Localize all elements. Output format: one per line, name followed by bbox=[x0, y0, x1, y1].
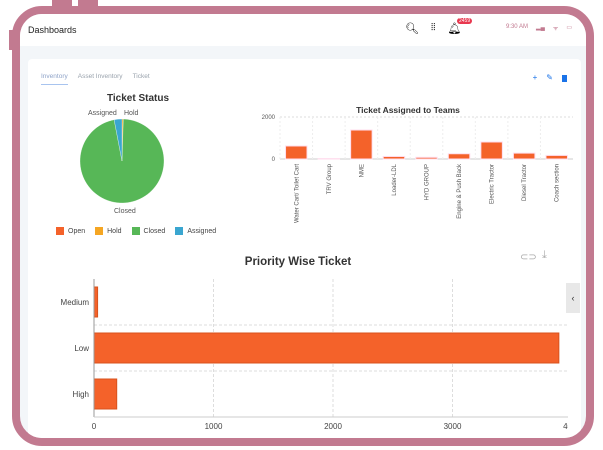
x-tick-label: 3000 bbox=[444, 422, 462, 431]
x-tick-label: 0 bbox=[92, 422, 97, 431]
device-frame: Dashboards 🔍︎ ⦙⦙ 🔔︎ 2459 9:30 AM ▂▄ ᯤ ▭ … bbox=[12, 6, 594, 446]
x-tick-label: Water Cart/ Toilet Cart bbox=[294, 164, 300, 223]
pie-label-hold: Hold bbox=[124, 110, 139, 117]
team-bar-chart: 0 2000 Water Cart/ Toilet Cart TRV Group NME… bbox=[262, 115, 573, 223]
legend-item-closed[interactable]: Closed bbox=[131, 227, 166, 235]
tab-asset-inventory[interactable]: Asset Inventory bbox=[77, 73, 123, 80]
x-tick-label: Engine & Push Back bbox=[457, 163, 463, 219]
wifi-icon: ᯤ bbox=[552, 26, 559, 32]
page-title: Dashboards bbox=[28, 25, 77, 35]
legend-item-open[interactable]: Open bbox=[56, 227, 85, 235]
pie-label-closed: Closed bbox=[114, 208, 136, 215]
add-icon[interactable]: + bbox=[532, 73, 538, 82]
x-tick-label: Diesel Tractor bbox=[522, 164, 528, 201]
delete-icon[interactable] bbox=[562, 75, 567, 82]
tab-inventory[interactable]: Inventory bbox=[41, 73, 68, 85]
bar-5 bbox=[447, 153, 471, 160]
bar-medium bbox=[93, 286, 99, 318]
signal-icon: ▂▄ bbox=[535, 25, 545, 31]
pie-title: Ticket Status bbox=[106, 93, 170, 104]
priority-chart-title: Priority Wise Ticket bbox=[244, 256, 352, 268]
legend-label: Open bbox=[68, 227, 86, 235]
legend-item-assigned[interactable]: Assigned bbox=[175, 227, 216, 235]
pie-label-assigned: Assigned bbox=[88, 110, 117, 117]
notification-badge: 2459 bbox=[457, 18, 473, 24]
team-chart-title: Ticket Assigned to Teams bbox=[356, 105, 460, 115]
x-tick-label: 2000 bbox=[324, 422, 342, 431]
x-tick-label: TRV Group bbox=[327, 163, 333, 194]
y-tick-label: High bbox=[73, 390, 89, 399]
x-tick-label: Coach section bbox=[555, 164, 561, 202]
legend-swatch bbox=[56, 227, 64, 235]
status-bar: 9:30 AM ▂▄ ᯤ ▭ bbox=[506, 24, 572, 32]
time: 9:30 AM bbox=[505, 24, 528, 30]
bar-low bbox=[93, 332, 560, 364]
x-tick-label: Electric Tractor bbox=[490, 164, 496, 204]
collapse-panel-button[interactable]: ‹ bbox=[566, 283, 580, 313]
dashboard-card: Inventory Asset Inventory Ticket + ✎ Tic… bbox=[28, 59, 581, 438]
bell-icon[interactable]: 🔔︎ bbox=[447, 23, 462, 35]
pie-slice-assigned bbox=[113, 118, 123, 162]
bar-6 bbox=[480, 141, 503, 160]
priority-bar-chart: 0 1000 2000 3000 4000 Medium Low High bbox=[61, 279, 568, 431]
pie-chart: Hold Assigned Closed bbox=[79, 110, 165, 215]
x-tick-label: Loader-LDL bbox=[392, 163, 398, 195]
bar-4 bbox=[415, 156, 438, 160]
bar-high bbox=[93, 378, 118, 410]
legend-swatch bbox=[131, 227, 140, 235]
download-icon[interactable]: ⤓ bbox=[542, 249, 547, 261]
app-header: Dashboards 🔍︎ ⦙⦙ 🔔︎ 2459 9:30 AM ▂▄ ᯤ ▭ bbox=[20, 14, 586, 46]
legend-swatch bbox=[175, 227, 184, 235]
legend-swatch bbox=[95, 227, 104, 235]
barcode-scan-icon[interactable]: ⦙⦙ bbox=[430, 22, 436, 33]
bar-8 bbox=[545, 154, 568, 160]
bar-3 bbox=[382, 155, 406, 160]
x-tick-label: 1000 bbox=[205, 422, 223, 431]
y-tick-label: 2000 bbox=[262, 115, 276, 121]
battery-icon: ▭ bbox=[566, 25, 572, 31]
y-tick-label: 0 bbox=[272, 157, 276, 163]
y-tick-label: Low bbox=[74, 344, 89, 353]
legend-item-hold[interactable]: Hold bbox=[95, 227, 122, 235]
x-tick-label: HYD GROUP bbox=[425, 164, 431, 200]
bar-7 bbox=[512, 152, 536, 160]
tab-ticket[interactable]: Ticket bbox=[132, 73, 150, 80]
device-button bbox=[52, 0, 72, 8]
pie-legend: Open Hold Closed Assigned bbox=[56, 227, 216, 235]
zoom-icon[interactable]: 🔍︎ bbox=[405, 23, 419, 35]
link-icon[interactable]: ⊂⊃ bbox=[520, 252, 537, 263]
legend-label: Assigned bbox=[187, 227, 217, 235]
device-button bbox=[78, 0, 98, 8]
x-tick-label: NME bbox=[359, 164, 365, 177]
bar-2 bbox=[350, 129, 373, 160]
bar-0 bbox=[285, 145, 308, 160]
x-tick-label: 4000 bbox=[563, 422, 568, 431]
legend-label: Closed bbox=[143, 227, 166, 235]
legend-label: Hold bbox=[107, 227, 122, 235]
edit-icon[interactable]: ✎ bbox=[546, 73, 553, 82]
y-tick-label: Medium bbox=[61, 298, 90, 307]
